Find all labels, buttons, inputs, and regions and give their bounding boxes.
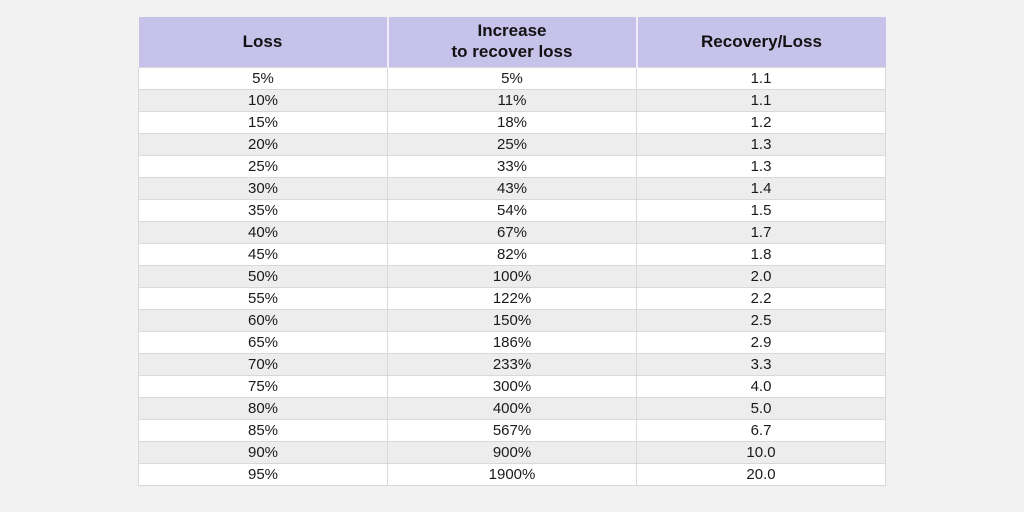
table-cell: 15%: [138, 110, 388, 134]
table-cell: 3.3: [636, 352, 886, 376]
table-cell: 67%: [387, 220, 637, 244]
table-row: 30% 43% 1.4: [138, 176, 886, 200]
table-cell: 2.2: [636, 286, 886, 310]
table-cell: 1900%: [387, 462, 637, 486]
table-cell: 20.0: [636, 462, 886, 486]
table-row: 55% 122% 2.2: [138, 286, 886, 310]
header-row: Loss Increase to recover loss Recovery/L…: [138, 17, 886, 67]
table-cell: 95%: [138, 462, 388, 486]
table-cell: 2.9: [636, 330, 886, 354]
table-cell: 6.7: [636, 418, 886, 442]
table-cell: 900%: [387, 440, 637, 464]
table-cell: 10%: [138, 88, 388, 112]
table-row: 40% 67% 1.7: [138, 220, 886, 244]
table-row: 10% 11% 1.1: [138, 88, 886, 112]
table-body: 5% 5% 1.1 10% 11% 1.1 15% 18% 1.2 20% 25% 1.3 25% 33%…: [138, 66, 886, 486]
table-cell: 1.8: [636, 242, 886, 266]
table-cell: 150%: [387, 308, 637, 332]
table-cell: 65%: [138, 330, 388, 354]
table-row: 50% 100% 2.0: [138, 264, 886, 288]
table-cell: 10.0: [636, 440, 886, 464]
table-row: 65% 186% 2.9: [138, 330, 886, 354]
table-cell: 400%: [387, 396, 637, 420]
table-cell: 54%: [387, 198, 637, 222]
table-cell: 80%: [138, 396, 388, 420]
table-row: 70% 233% 3.3: [138, 352, 886, 376]
table-cell: 90%: [138, 440, 388, 464]
table-cell: 1.1: [636, 88, 886, 112]
table-cell: 567%: [387, 418, 637, 442]
table-cell: 35%: [138, 198, 388, 222]
table-cell: 18%: [387, 110, 637, 134]
table-row: 80% 400% 5.0: [138, 396, 886, 420]
table-cell: 5%: [387, 66, 637, 90]
table-header: Loss Increase to recover loss Recovery/L…: [138, 17, 886, 67]
loss-recovery-table: Loss Increase to recover loss Recovery/L…: [138, 17, 886, 486]
table-row: 95% 1900% 20.0: [138, 462, 886, 486]
table-cell: 11%: [387, 88, 637, 112]
table-cell: 300%: [387, 374, 637, 398]
table-cell: 43%: [387, 176, 637, 200]
table-cell: 82%: [387, 242, 637, 266]
table-cell: 50%: [138, 264, 388, 288]
table-cell: 75%: [138, 374, 388, 398]
table-cell: 1.1: [636, 66, 886, 90]
recovery-table-container: Loss Increase to recover loss Recovery/L…: [138, 17, 886, 486]
table-cell: 45%: [138, 242, 388, 266]
table-row: 35% 54% 1.5: [138, 198, 886, 222]
table-row: 85% 567% 6.7: [138, 418, 886, 442]
table-row: 5% 5% 1.1: [138, 66, 886, 90]
table-row: 15% 18% 1.2: [138, 110, 886, 134]
table-cell: 233%: [387, 352, 637, 376]
table-row: 75% 300% 4.0: [138, 374, 886, 398]
table-cell: 2.5: [636, 308, 886, 332]
table-cell: 122%: [387, 286, 637, 310]
table-cell: 1.5: [636, 198, 886, 222]
table-cell: 5.0: [636, 396, 886, 420]
table-cell: 1.3: [636, 154, 886, 178]
table-cell: 33%: [387, 154, 637, 178]
table-cell: 25%: [387, 132, 637, 156]
table-cell: 5%: [138, 66, 388, 90]
table-cell: 1.7: [636, 220, 886, 244]
table-cell: 186%: [387, 330, 637, 354]
table-row: 90% 900% 10.0: [138, 440, 886, 464]
table-cell: 100%: [387, 264, 637, 288]
table-row: 20% 25% 1.3: [138, 132, 886, 156]
table-cell: 40%: [138, 220, 388, 244]
column-header-recovery-loss: Recovery/Loss: [635, 17, 886, 67]
table-cell: 55%: [138, 286, 388, 310]
table-cell: 1.3: [636, 132, 886, 156]
table-cell: 20%: [138, 132, 388, 156]
table-cell: 30%: [138, 176, 388, 200]
table-cell: 60%: [138, 308, 388, 332]
table-cell: 1.2: [636, 110, 886, 134]
table-cell: 1.4: [636, 176, 886, 200]
table-cell: 85%: [138, 418, 388, 442]
table-row: 45% 82% 1.8: [138, 242, 886, 266]
table-row: 25% 33% 1.3: [138, 154, 886, 178]
column-header-increase-to-recover: Increase to recover loss: [386, 17, 637, 67]
table-row: 60% 150% 2.5: [138, 308, 886, 332]
table-cell: 4.0: [636, 374, 886, 398]
table-cell: 70%: [138, 352, 388, 376]
table-cell: 2.0: [636, 264, 886, 288]
table-cell: 25%: [138, 154, 388, 178]
column-header-loss: Loss: [138, 17, 388, 67]
